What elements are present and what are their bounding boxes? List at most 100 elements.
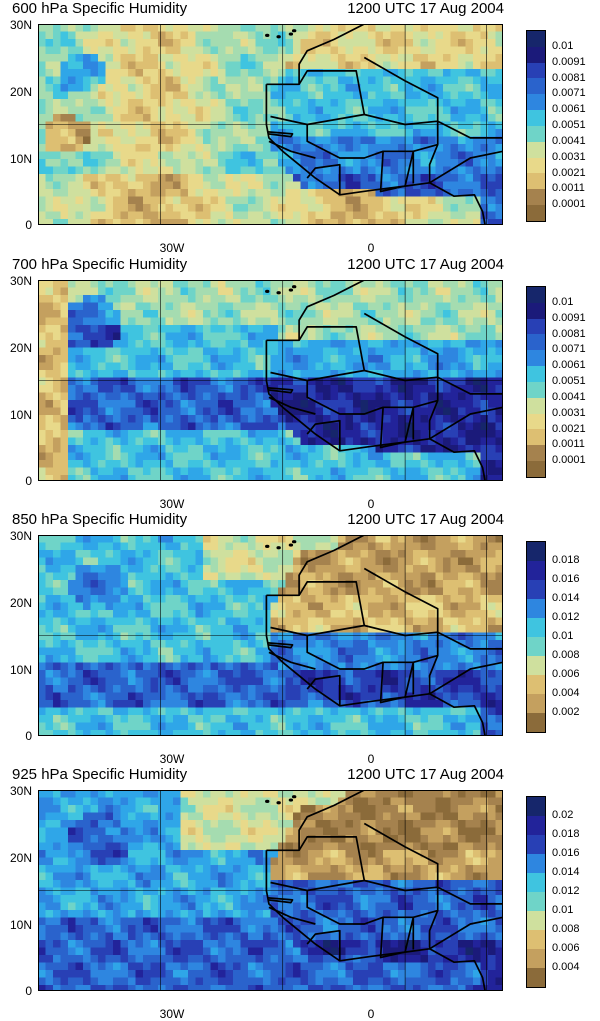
field-cell: [121, 565, 129, 573]
field-cell: [106, 107, 114, 115]
field-cell: [46, 62, 54, 70]
field-cell: [391, 573, 399, 581]
field-cell: [481, 32, 489, 40]
field-cell: [496, 588, 504, 596]
field-cell: [383, 633, 391, 641]
field-cell: [151, 114, 159, 122]
field-cell: [413, 325, 421, 333]
field-cell: [316, 77, 324, 85]
field-cell: [226, 114, 234, 122]
field-cell: [233, 204, 241, 212]
field-cell: [218, 167, 226, 175]
island: [265, 290, 269, 293]
field-cell: [136, 295, 144, 303]
field-cell: [248, 182, 256, 190]
field-cell: [136, 588, 144, 596]
field-cell: [271, 468, 279, 476]
field-cell: [451, 333, 459, 341]
field-cell: [286, 137, 294, 145]
field-cell: [106, 453, 114, 461]
field-cell: [158, 114, 166, 122]
field-cell: [53, 355, 61, 363]
field-cell: [391, 453, 399, 461]
field-cell: [53, 685, 61, 693]
field-cell: [106, 550, 114, 558]
field-cell: [473, 280, 481, 288]
field-cell: [421, 558, 429, 566]
field-cell: [53, 197, 61, 205]
field-cell: [241, 107, 249, 115]
field-cell: [391, 152, 399, 160]
field-cell: [158, 430, 166, 438]
field-cell: [106, 114, 114, 122]
field-cell: [496, 159, 504, 167]
field-cell: [361, 655, 369, 663]
field-cell: [76, 69, 84, 77]
field-cell: [263, 535, 271, 543]
field-cell: [226, 438, 234, 446]
field-cell: [136, 423, 144, 431]
field-cell: [143, 618, 151, 626]
colorbar-label: 0.0021: [552, 423, 586, 435]
field-cell: [406, 640, 414, 648]
field-cell: [226, 152, 234, 160]
field-cell: [106, 700, 114, 708]
field-cell: [233, 288, 241, 296]
field-cell: [241, 580, 249, 588]
field-cell: [256, 393, 264, 401]
field-cell: [338, 280, 346, 288]
field-cell: [218, 107, 226, 115]
lat-label-20n: 20N: [0, 86, 32, 98]
field-cell: [113, 348, 121, 356]
field-cell: [46, 565, 54, 573]
field-cell: [136, 595, 144, 603]
field-cell: [481, 655, 489, 663]
field-cell: [368, 415, 376, 423]
field-cell: [421, 648, 429, 656]
field-cell: [346, 355, 354, 363]
field-cell: [481, 543, 489, 551]
field-cell: [38, 212, 46, 220]
field-cell: [383, 648, 391, 656]
field-cell: [458, 430, 466, 438]
field-cell: [136, 24, 144, 32]
field-cell: [301, 280, 309, 288]
field-cell: [166, 174, 174, 182]
field-cell: [263, 663, 271, 671]
field-cell: [83, 295, 91, 303]
field-cell: [226, 423, 234, 431]
field-cell: [196, 182, 204, 190]
field-cell: [128, 700, 136, 708]
field-cell: [368, 212, 376, 220]
field-cell: [496, 39, 504, 47]
field-cell: [226, 303, 234, 311]
field-cell: [293, 348, 301, 356]
field-cell: [323, 633, 331, 641]
field-cell: [271, 54, 279, 62]
field-cell: [91, 303, 99, 311]
field-cell: [181, 77, 189, 85]
field-cell: [61, 174, 69, 182]
field-cell: [458, 708, 466, 716]
field-cell: [278, 558, 286, 566]
field-cell: [151, 212, 159, 220]
field-cell: [143, 24, 151, 32]
field-cell: [413, 700, 421, 708]
field-cell: [188, 39, 196, 47]
field-cell: [188, 62, 196, 70]
field-cell: [166, 693, 174, 701]
field-cell: [346, 340, 354, 348]
field-cell: [481, 378, 489, 386]
field-cell: [121, 370, 129, 378]
field-cell: [451, 468, 459, 476]
field-cell: [496, 625, 504, 633]
field-cell: [38, 670, 46, 678]
field-cell: [121, 212, 129, 220]
field-cell: [466, 558, 474, 566]
field-cell: [106, 62, 114, 70]
field-cell: [308, 340, 316, 348]
field-cell: [106, 204, 114, 212]
field-cell: [91, 543, 99, 551]
field-cell: [203, 618, 211, 626]
field-cell: [301, 340, 309, 348]
